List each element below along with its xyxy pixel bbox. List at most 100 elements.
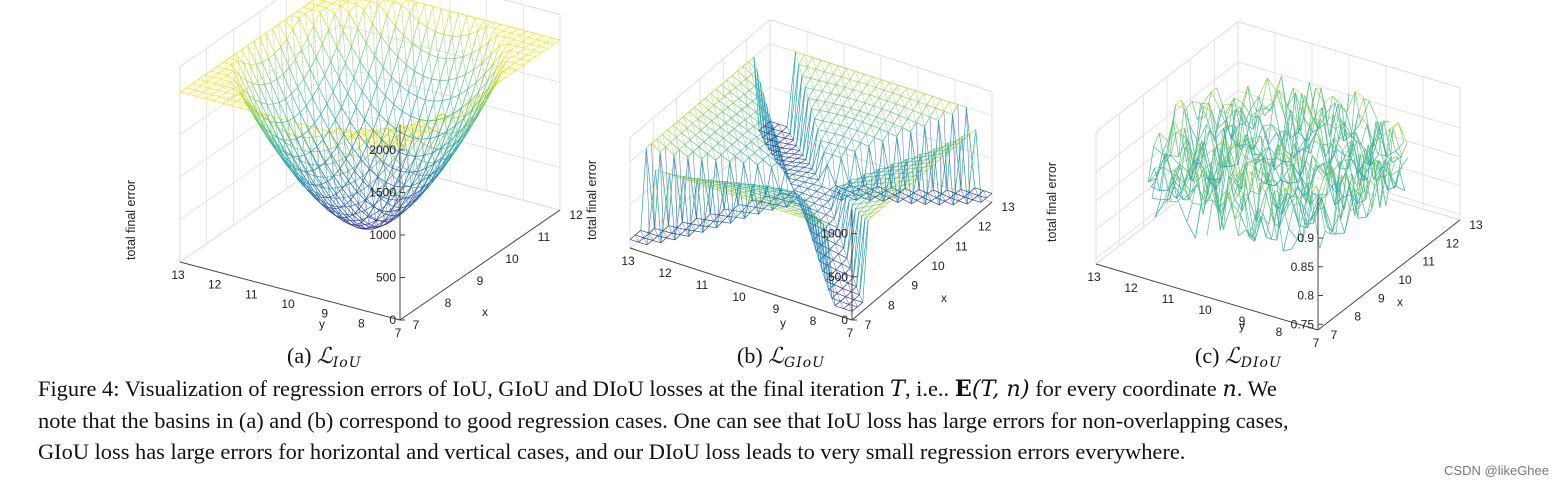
surface-edge	[1248, 236, 1255, 242]
surface-edge	[295, 138, 305, 156]
surface-edge	[849, 78, 859, 83]
surface-edge	[239, 103, 246, 108]
surface-edge	[441, 79, 449, 101]
surface-edge	[743, 157, 750, 164]
surface-edge	[363, 134, 367, 142]
surface-edge	[438, 135, 442, 149]
surface-edge	[526, 50, 534, 55]
surface-edge	[352, 135, 360, 148]
surface-edge	[1348, 159, 1358, 204]
surface-edge	[871, 192, 875, 198]
surface-edge	[821, 91, 826, 102]
surface-edge	[880, 190, 887, 195]
surface-edge	[833, 284, 838, 294]
surface-edge	[909, 90, 916, 100]
surface-edge	[910, 131, 920, 190]
surface-edge	[939, 201, 946, 206]
surface-edge	[425, 124, 433, 130]
surface-edge	[1255, 135, 1262, 147]
surface-edge	[916, 200, 926, 205]
surface-edge	[441, 8, 445, 35]
surface-edge	[1311, 155, 1318, 167]
surface-edge	[820, 131, 827, 141]
surface-edge	[818, 254, 825, 262]
surface-edge	[737, 139, 741, 152]
surface-edge	[451, 148, 454, 152]
surface-edge	[241, 45, 248, 50]
surface-edge	[530, 43, 534, 51]
surface-edge	[412, 119, 420, 139]
surface-edge	[1237, 171, 1244, 197]
surface-edge	[741, 205, 748, 213]
surface-edge	[541, 48, 548, 53]
surface-edge	[488, 70, 496, 88]
surface-edge	[492, 21, 501, 25]
surface-edge	[321, 43, 332, 62]
surface-edge	[245, 103, 248, 110]
surface-edge	[311, 192, 321, 203]
surface-edge	[307, 38, 311, 69]
surface-edge	[1305, 161, 1315, 171]
surface-edge	[334, 13, 338, 47]
surface-edge	[249, 64, 259, 85]
surface-edge	[425, 168, 429, 177]
panel-giou-surface	[629, 51, 993, 312]
surface-edge	[401, 91, 409, 112]
surface-edge	[1318, 194, 1325, 208]
surface-edge	[720, 154, 730, 162]
surface-edge	[1179, 164, 1189, 171]
surface-edge	[196, 91, 204, 97]
surface-edge	[302, 7, 306, 14]
surface-edge	[227, 75, 231, 82]
surface-edge	[1223, 203, 1233, 230]
surface-edge	[804, 78, 811, 88]
surface-edge	[1288, 227, 1298, 240]
surface-edge	[358, 147, 366, 159]
surface-edge	[495, 53, 502, 72]
surface-edge	[739, 124, 749, 131]
surface-edge	[779, 170, 786, 193]
surface-edge	[545, 41, 554, 45]
panel-giou-ylabel: y	[780, 316, 786, 330]
surface-edge	[882, 141, 887, 191]
surface-edge	[424, 181, 432, 191]
surface-edge	[396, 198, 406, 201]
surface-edge	[478, 92, 482, 99]
surface-edge	[253, 41, 263, 63]
surface-edge	[838, 188, 845, 194]
surface-edge	[873, 105, 883, 110]
surface-edge	[755, 207, 759, 215]
surface-edge	[474, 101, 484, 115]
surface-edge	[829, 133, 836, 143]
surface-edge	[362, 210, 365, 220]
surface-edge	[326, 103, 336, 120]
surface-edge	[416, 126, 423, 132]
surface-edge	[418, 20, 422, 50]
y-tick-label: 13	[621, 254, 635, 268]
surface-edge	[403, 185, 412, 188]
surface-edge	[662, 225, 669, 232]
surface-edge	[790, 149, 795, 155]
surface-edge	[344, 134, 354, 142]
surface-edge	[892, 169, 899, 175]
surface-edge	[386, 182, 395, 187]
surface-edge	[450, 78, 458, 99]
surface-edge	[268, 58, 278, 80]
surface-edge	[723, 137, 733, 145]
surface-edge	[517, 28, 527, 32]
surface-edge	[686, 128, 691, 140]
surface-edge	[281, 120, 288, 124]
surface-edge	[412, 157, 416, 174]
surface-edge	[808, 119, 815, 165]
surface-edge	[375, 154, 385, 163]
surface-edge	[768, 145, 775, 150]
surface-edge	[657, 235, 662, 243]
surface-edge	[502, 71, 505, 79]
surface-edge	[324, 74, 334, 92]
surface-edge	[286, 153, 293, 157]
surface-edge	[838, 192, 843, 201]
surface-edge	[1303, 190, 1310, 198]
surface-edge	[491, 74, 501, 89]
surface-edge	[884, 120, 889, 133]
surface-edge	[715, 160, 725, 210]
